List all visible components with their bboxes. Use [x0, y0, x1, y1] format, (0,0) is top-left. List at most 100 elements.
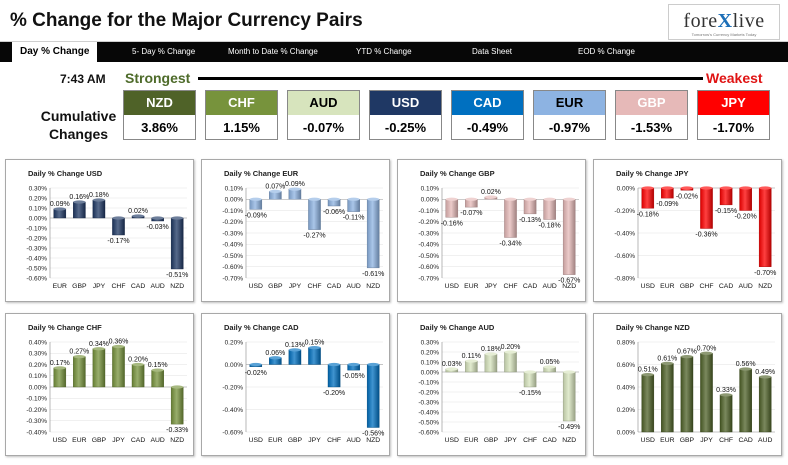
y-tick-label: -0.40% — [222, 242, 243, 249]
y-tick-label: -0.60% — [222, 429, 243, 436]
bar-gbp — [680, 356, 694, 433]
chart-panel: Daily % Change AUD 0.30% 0.20% 0.10% 0.00% -0… — [397, 313, 586, 456]
currency-cumulative-value: -0.49% — [466, 120, 509, 135]
data-label: -0.67% — [558, 278, 580, 285]
nav-5-day-change[interactable]: 5- Day % Change — [132, 47, 196, 56]
data-label: 0.15% — [148, 362, 168, 369]
data-label: -0.05% — [343, 373, 365, 380]
nav-day-change[interactable]: Day % Change — [12, 42, 98, 62]
bar-aud — [543, 199, 556, 220]
bar-top — [465, 359, 478, 363]
bar-usd — [641, 374, 655, 433]
bar-chart: Daily % Change CHF0.40%0.30%0.20%0.10%0.… — [26, 323, 188, 444]
logo-wordmark: foreXlive — [683, 10, 765, 32]
y-tick-label: -0.10% — [222, 208, 243, 215]
y-tick-label: 0.10% — [225, 185, 244, 192]
bar-top — [269, 356, 282, 360]
x-tick-label: AUD — [346, 283, 360, 290]
data-label: -0.49% — [558, 424, 580, 431]
y-tick-label: -0.10% — [26, 225, 47, 232]
bar-top — [720, 393, 733, 397]
y-tick-label: -0.60% — [418, 429, 439, 436]
bar-top — [347, 197, 360, 201]
x-tick-label: AUD — [542, 283, 556, 290]
x-tick-label: AUD — [150, 283, 164, 290]
x-tick-label: GBP — [680, 283, 695, 290]
bar-top — [92, 347, 105, 351]
bar-cad — [739, 368, 752, 433]
y-tick-label: -0.70% — [418, 275, 439, 282]
bar-chf — [504, 199, 517, 238]
data-label: 0.33% — [716, 387, 736, 394]
bar-top — [53, 366, 66, 370]
x-tick-label: EUR — [660, 437, 674, 444]
data-label: 0.18% — [89, 192, 109, 199]
nav-bar: Day % Change 5- Day % Change Month to Da… — [0, 42, 788, 62]
y-tick-label: 0.00% — [225, 197, 244, 204]
x-tick-label: AUD — [150, 437, 164, 444]
y-tick-label: 0.20% — [225, 339, 244, 346]
bar-top — [504, 197, 517, 201]
timestamp: 7:43 AM — [60, 72, 106, 86]
x-tick-label: CHF — [504, 283, 518, 290]
currency-box-eur: EUR -0.97% — [533, 90, 606, 140]
bar-top — [269, 189, 282, 193]
x-tick-label: CAD — [131, 283, 145, 290]
currency-cumulative-value: -0.97% — [548, 120, 591, 135]
chart-panel: Daily % Change USD 0.30% 0.20% 0.10% 0.00% -0… — [5, 159, 194, 302]
nav-ytd-change[interactable]: YTD % Change — [356, 47, 412, 56]
y-tick-label: 0.10% — [29, 373, 48, 380]
bar-top — [465, 197, 478, 201]
y-tick-label: 0.40% — [29, 339, 48, 346]
currency-name: CHF — [206, 91, 277, 115]
y-tick-label: -0.50% — [418, 253, 439, 260]
bar-jpy — [112, 346, 125, 388]
bar-top — [759, 186, 772, 190]
bar-top — [680, 186, 693, 190]
currency-box-usd: USD -0.25% — [369, 90, 442, 140]
bar-aud — [739, 187, 752, 211]
x-tick-label: CHF — [700, 283, 714, 290]
bar-aud — [347, 199, 360, 212]
y-tick-label: -0.10% — [26, 396, 47, 403]
x-tick-label: USD — [641, 283, 655, 290]
forexlive-logo[interactable]: foreXlive Tomorrow's Currency Markets To… — [668, 4, 780, 40]
x-tick-label: CAD — [738, 437, 752, 444]
bar-gbp — [92, 348, 106, 388]
data-label: 0.56% — [736, 361, 756, 368]
bar-top — [171, 216, 184, 220]
x-tick-label: USD — [445, 437, 459, 444]
bar-chart: Daily % Change EUR 0.10% 0.00% -0.10% -0.20%… — [222, 169, 384, 290]
bar-gbp — [484, 353, 498, 373]
data-label: 0.11% — [462, 353, 481, 360]
y-tick-label: 0.30% — [29, 185, 48, 192]
bar-top — [504, 350, 517, 354]
y-tick-label: -0.60% — [614, 253, 635, 260]
title-bar: % Change for the Major Currency Pairs fo… — [0, 0, 788, 42]
bar-top — [249, 197, 262, 201]
nav-eod-change[interactable]: EOD % Change — [578, 47, 635, 56]
y-tick-label: 0.10% — [421, 185, 440, 192]
bar-top — [759, 375, 772, 379]
x-tick-label: CHF — [719, 437, 733, 444]
chart-title: Daily % Change AUD — [420, 323, 495, 332]
bar-top — [641, 186, 654, 190]
nav-month-to-date-change[interactable]: Month to Date % Change — [228, 47, 318, 56]
currency-name: NZD — [124, 91, 195, 115]
data-label: -0.70% — [754, 270, 776, 277]
data-label: -0.18% — [637, 211, 659, 218]
chart-title: Daily % Change EUR — [224, 169, 299, 178]
bar-aud — [758, 376, 772, 433]
data-label: 0.70% — [697, 345, 717, 352]
bar-nzd — [170, 386, 184, 425]
currency-name: JPY — [698, 91, 769, 115]
y-tick-label: -0.40% — [222, 407, 243, 414]
y-tick-label: 0.10% — [421, 359, 440, 366]
bar-jpy — [308, 347, 321, 365]
currency-cumulative-value: 3.86% — [141, 120, 178, 135]
bar-usd — [445, 199, 459, 218]
nav-data-sheet[interactable]: Data Sheet — [472, 47, 513, 56]
x-tick-label: USD — [249, 283, 263, 290]
x-tick-label: CAD — [131, 437, 145, 444]
chart-title: Daily % Change CAD — [224, 323, 299, 332]
